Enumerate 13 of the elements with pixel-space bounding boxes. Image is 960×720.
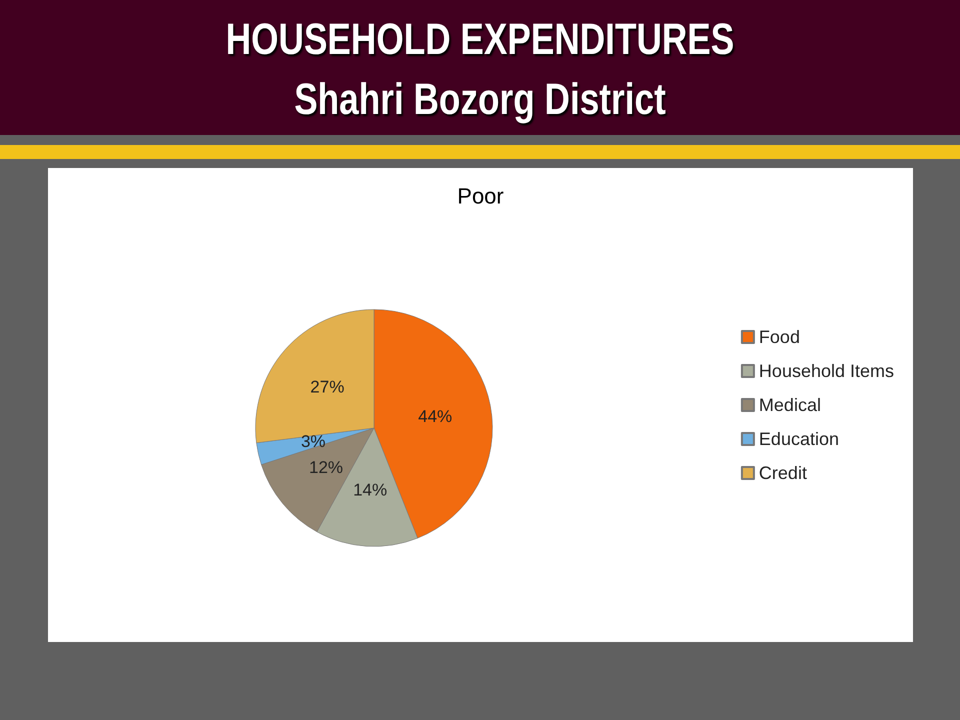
data-label: 44% bbox=[418, 406, 452, 426]
legend-label: Medical bbox=[758, 395, 821, 415]
chart-subtitle: Shahri Bozorg District bbox=[293, 74, 667, 126]
legend-label: Household Items bbox=[758, 361, 894, 381]
legend-label: Food bbox=[758, 327, 800, 347]
legend-label: Education bbox=[758, 429, 839, 449]
chart-title: HOUSEHOLD EXPENDITURES bbox=[224, 14, 736, 66]
text: Poor bbox=[457, 184, 504, 208]
legend-label: Credit bbox=[758, 463, 807, 483]
data-label: 14% bbox=[353, 480, 388, 500]
data-label: 3% bbox=[300, 432, 326, 452]
data-label: 27% bbox=[310, 377, 344, 396]
data-label: 12% bbox=[309, 458, 344, 478]
